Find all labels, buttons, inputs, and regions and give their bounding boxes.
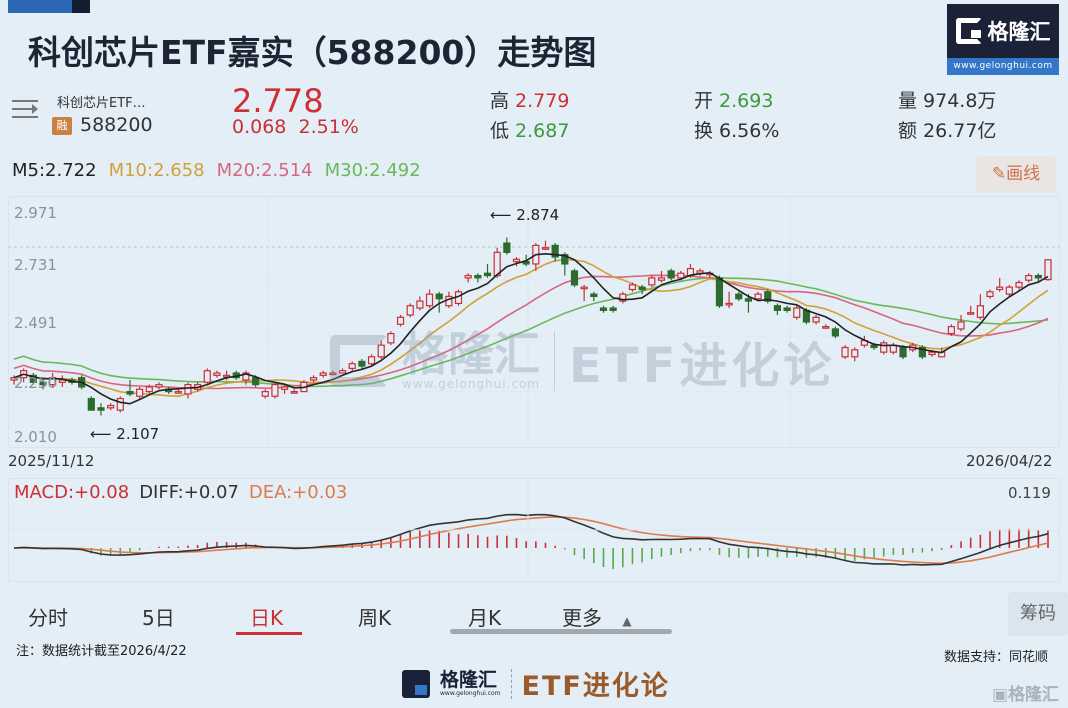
caret-up-icon: ▲ [622, 614, 632, 628]
volume-value: 974.8万 [923, 90, 997, 112]
y-tick: 2.250 [14, 374, 57, 392]
symbol-name: 科创芯片ETF… [57, 96, 146, 111]
change-value: 0.068 [232, 116, 287, 138]
data-note: 注：数据统计截至2026/4/22 [16, 644, 187, 659]
symbol-code: 588200 [80, 114, 153, 136]
stat-open: 开 2.693 [694, 90, 774, 112]
macd-label: MACD:+0.08 [14, 482, 130, 503]
draw-line-button[interactable]: ✎画线 [976, 156, 1056, 192]
y-tick: 2.491 [14, 314, 57, 332]
margin-badge: 融 [52, 117, 72, 135]
candlestick-chart[interactable] [8, 196, 1060, 448]
ma20-label: M20:2.514 [216, 160, 313, 181]
low-value: 2.687 [515, 120, 570, 142]
top-color-bar [8, 0, 90, 13]
tab-monthly-k[interactable]: 月K [468, 606, 502, 630]
corner-watermark: ▣格隆汇 [992, 685, 1060, 705]
max-annotation: ⟵ 2.874 [490, 206, 560, 224]
tab-more[interactable]: 更多 ▲ [562, 606, 632, 630]
pencil-icon: ✎ [991, 164, 1007, 184]
stat-amount: 额 26.77亿 [898, 120, 997, 142]
brand-url: www.gelonghui.com [947, 58, 1059, 75]
chip-distribution-button[interactable]: 筹码 [1008, 592, 1068, 636]
ma30-label: M30:2.492 [324, 160, 421, 181]
price-change: 0.068 2.51% [232, 116, 359, 138]
change-percent: 2.51% [298, 116, 359, 138]
tab-5day[interactable]: 5日 [142, 606, 175, 630]
macd-panel[interactable] [8, 478, 1060, 582]
dea-label: DEA:+0.03 [248, 482, 348, 503]
tab-intraday[interactable]: 分时 [28, 606, 68, 630]
last-price: 2.778 [232, 82, 324, 120]
ma-legend: M5:2.722 M10:2.658 M20:2.514 M30:2.492 [12, 160, 421, 181]
data-source: 数据支持：同花顺 [944, 650, 1049, 665]
diff-label: DIFF:+0.07 [139, 482, 239, 503]
y-tick: 2.731 [14, 256, 57, 274]
high-value: 2.779 [515, 90, 570, 112]
ma5-label: M5:2.722 [12, 160, 97, 181]
quote-header: 科创芯片ETF… 融 588200 2.778 0.068 2.51% 高 2.7… [0, 80, 1068, 148]
start-date: 2025/11/12 [8, 452, 95, 470]
tab-daily-k[interactable]: 日K [250, 606, 284, 630]
column-name: ETF进化论 [521, 671, 670, 702]
open-value: 2.693 [719, 90, 774, 112]
active-tab-indicator [236, 632, 302, 635]
amount-value: 26.77亿 [923, 120, 997, 142]
menu-icon[interactable] [12, 98, 38, 120]
end-date: 2026/04/22 [966, 452, 1053, 470]
page-title: 科创芯片ETF嘉实（588200）走势图 [28, 33, 597, 72]
period-tabs: 分时 5日 日K 周K 月K 更多 ▲ [0, 596, 1068, 636]
macd-legend: MACD:+0.08 DIFF:+0.07 DEA:+0.03 [14, 482, 347, 503]
turnover-value: 6.56% [719, 120, 780, 142]
footer-brand: 格隆汇 www.gelonghui.com ETF进化论 [402, 664, 670, 703]
tab-scrollbar[interactable] [450, 629, 672, 634]
tab-weekly-k[interactable]: 周K [358, 606, 392, 630]
brand-name: 格隆汇 [987, 20, 1051, 44]
brand-logo: 格隆汇 www.gelonghui.com [947, 4, 1059, 75]
gelonghui-logo-icon [402, 669, 430, 698]
stat-volume: 量 974.8万 [898, 90, 997, 112]
y-tick: 2.971 [14, 204, 57, 222]
stat-high: 高 2.779 [490, 90, 570, 112]
macd-max-label: 0.119 [1008, 484, 1051, 502]
ma10-label: M10:2.658 [108, 160, 205, 181]
gelonghui-logo-icon [955, 18, 982, 44]
stat-turnover: 换 6.56% [694, 120, 780, 142]
y-tick: 2.010 [14, 428, 57, 446]
min-annotation: ⟵ 2.107 [90, 425, 160, 443]
stat-low: 低 2.687 [490, 120, 570, 142]
